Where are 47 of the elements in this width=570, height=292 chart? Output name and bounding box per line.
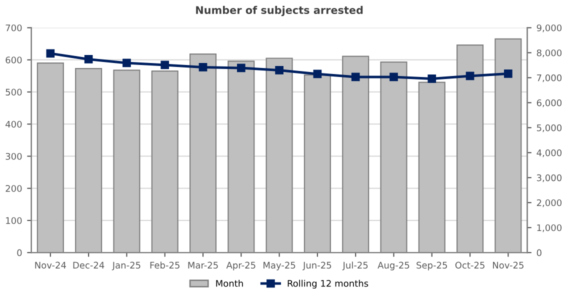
y-tick-label: 500	[6, 88, 22, 96]
y2-tick-label: 2,000	[536, 199, 562, 208]
y2-tick-label: 9,000	[536, 24, 562, 32]
x-tick-label: Oct-25	[455, 262, 484, 269]
x-tick-label: Sep-25	[416, 262, 447, 270]
y2-tick-label: 0	[536, 249, 542, 256]
y2-tick-label: 7,000	[537, 74, 562, 82]
x-tick-label: Aug-25	[378, 262, 410, 270]
legend-label: Rolling 12 months	[288, 280, 368, 289]
point	[390, 72, 398, 82]
point	[122, 58, 131, 68]
x-tick-label: Jan-25	[112, 262, 140, 270]
x-tick-label: Nov-24	[35, 262, 66, 269]
y-tick-label: 100	[6, 217, 22, 224]
y2-tick-label: 3,000	[536, 174, 562, 182]
point	[236, 64, 246, 72]
x-tick-label: Jun-25	[302, 262, 332, 270]
y-tick-label: 700	[6, 24, 22, 32]
y2-tick-label: 1,000	[537, 224, 562, 232]
point	[46, 49, 55, 58]
y2-tick-label: 8,000	[536, 49, 562, 58]
point	[275, 66, 284, 74]
legend-label: Month	[216, 280, 243, 287]
point	[428, 74, 436, 83]
x-tick-label: May-25	[264, 262, 296, 270]
y2-tick-label: 4,000	[536, 149, 562, 158]
point	[198, 63, 208, 72]
y-tick-label: 300	[6, 152, 22, 160]
x-tick-label: Feb-25	[150, 262, 180, 269]
y-tick-label: 400	[6, 120, 22, 128]
point	[160, 60, 170, 70]
x-tick-label: Nov-25	[493, 262, 524, 269]
x-tick-label: Mar-25	[188, 262, 218, 269]
y-tick-label: 600	[6, 56, 22, 64]
point	[351, 72, 360, 82]
x-tick-label: Dec-24	[73, 262, 104, 269]
y-tick-label: 0	[17, 249, 22, 256]
x-tick-label: Jul-25	[342, 262, 368, 270]
y2-tick-label: 6,000	[536, 99, 562, 108]
point	[313, 70, 322, 78]
y2-tick-label: 5,000	[536, 124, 562, 132]
chart-title: Number of subjects arrested	[196, 6, 363, 16]
point	[466, 72, 474, 80]
y-tick-label: 200	[6, 185, 22, 192]
x-tick-label: Apr-25	[226, 262, 256, 270]
point	[84, 55, 93, 64]
point	[504, 70, 512, 78]
